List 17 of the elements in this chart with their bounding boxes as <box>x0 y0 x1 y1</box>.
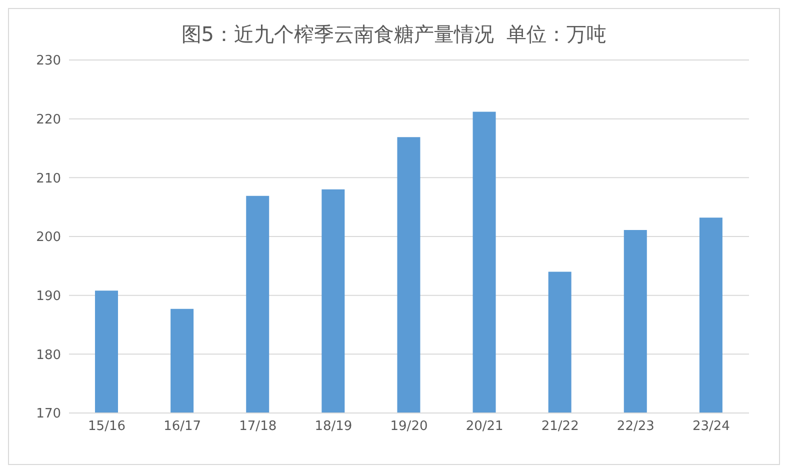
chart-title: 图5：近九个榨季云南食糖产量情况 单位：万吨 <box>180 21 608 48</box>
x-tick-label: 19/20 <box>390 419 428 434</box>
x-tick-label: 23/24 <box>692 419 730 434</box>
x-tick-label: 22/23 <box>616 419 654 434</box>
y-tick-label: 190 <box>36 288 61 304</box>
y-tick-label: 230 <box>36 54 61 69</box>
y-tick-label: 210 <box>36 171 61 186</box>
x-tick-label: 17/18 <box>239 419 277 434</box>
x-tick-label: 20/21 <box>466 419 504 434</box>
x-tick-label: 16/17 <box>164 419 202 434</box>
y-tick-label: 180 <box>36 348 61 363</box>
x-tick-label: 18/19 <box>314 419 352 434</box>
y-tick-label: 200 <box>36 230 61 246</box>
x-tick-label: 21/22 <box>541 419 579 434</box>
y-tick-label: 220 <box>36 112 61 128</box>
x-tick-label: 15/16 <box>88 419 126 434</box>
y-tick-label: 170 <box>36 406 61 422</box>
